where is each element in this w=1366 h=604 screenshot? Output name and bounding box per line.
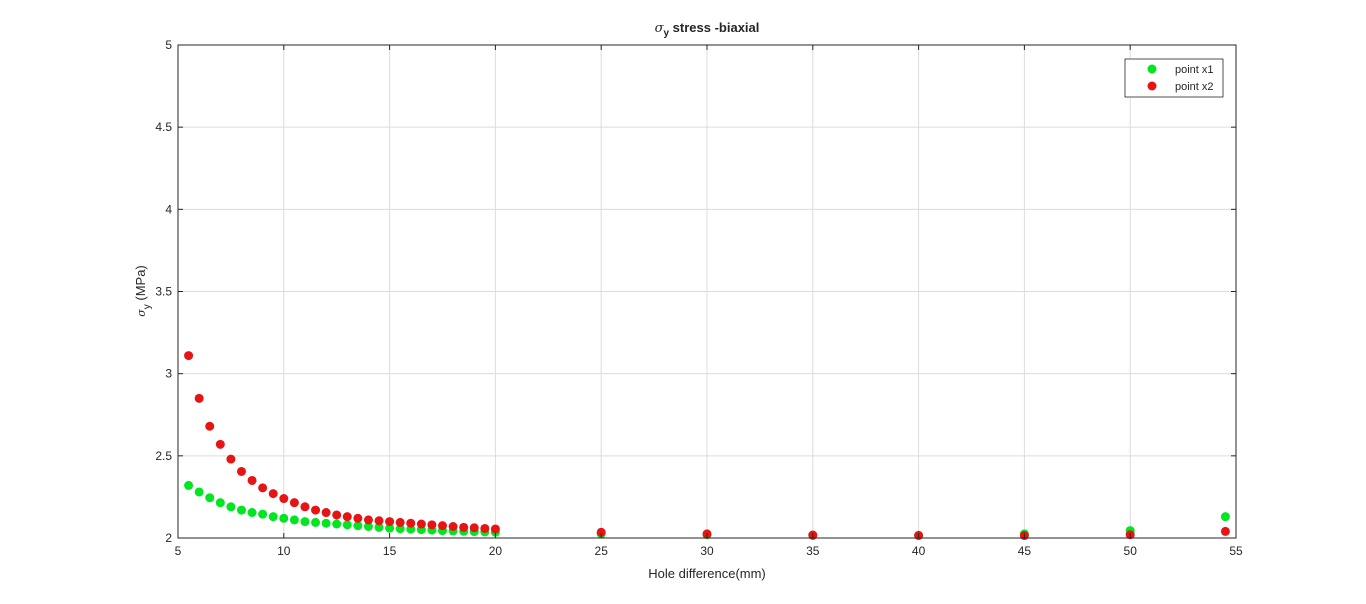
data-point-point-x1 xyxy=(268,512,278,522)
y-tick-label: 2.5 xyxy=(155,449,172,463)
ylabel-subscript: y xyxy=(142,304,153,309)
data-point-point-x2 xyxy=(416,519,426,529)
y-tick-label: 2 xyxy=(165,531,172,545)
data-point-point-x1 xyxy=(184,480,194,490)
legend-marker-point-x1 xyxy=(1147,64,1157,74)
data-point-point-x2 xyxy=(332,510,342,520)
ylabel-rest: (MPa) xyxy=(133,265,148,304)
data-point-point-x2 xyxy=(385,517,395,527)
data-point-point-x2 xyxy=(395,517,405,527)
data-point-point-x2 xyxy=(289,498,299,508)
data-point-point-x2 xyxy=(427,520,437,530)
data-point-point-x1 xyxy=(363,521,373,531)
data-point-point-x2 xyxy=(311,505,321,515)
legend-label-point-x1: point x1 xyxy=(1175,64,1214,76)
x-tick-label: 5 xyxy=(175,544,182,558)
x-axis-label: Hole difference(mm) xyxy=(648,566,766,581)
data-point-point-x1 xyxy=(1220,512,1230,522)
data-point-point-x2 xyxy=(215,439,225,449)
data-point-point-x1 xyxy=(247,508,257,518)
data-point-point-x2 xyxy=(279,494,289,504)
data-point-point-x2 xyxy=(438,521,447,531)
data-point-point-x1 xyxy=(236,505,246,515)
data-point-point-x1 xyxy=(279,513,289,523)
data-point-point-x2 xyxy=(490,524,500,534)
legend-box xyxy=(1124,58,1224,98)
data-point-point-x1 xyxy=(321,518,331,528)
data-point-point-x2 xyxy=(247,475,257,485)
data-point-point-x2 xyxy=(480,523,490,533)
data-point-point-x1 xyxy=(353,521,363,531)
y-tick-label: 3.5 xyxy=(155,285,172,299)
legend-label-point-x2: point x2 xyxy=(1175,81,1214,93)
x-tick-label: 40 xyxy=(912,544,926,558)
data-point-point-x2 xyxy=(226,454,236,464)
x-tick-label: 45 xyxy=(1018,544,1032,558)
y-tick-label: 5 xyxy=(165,38,172,52)
data-point-point-x1 xyxy=(395,524,405,534)
title-symbol: σ xyxy=(655,21,665,36)
x-tick-labels: 5 10 15 20 25 30 35 40 45 50 55 xyxy=(175,544,1243,558)
data-point-point-x2 xyxy=(353,513,363,523)
y-tick-labels: 2 2.5 3 3.5 4 4.5 5 xyxy=(155,38,172,545)
data-point-point-x1 xyxy=(342,520,352,530)
x-tick-label: 15 xyxy=(383,544,397,558)
data-point-point-x1 xyxy=(311,517,321,527)
data-point-point-x2 xyxy=(363,515,373,525)
legend: point x1 point x2 xyxy=(1124,58,1224,98)
data-point-point-x1 xyxy=(374,522,384,532)
data-point-point-x2 xyxy=(258,483,268,493)
y-tick-label: 4.5 xyxy=(155,120,172,134)
x-tick-label: 35 xyxy=(806,544,820,558)
data-point-point-x2 xyxy=(268,489,278,499)
data-point-point-x2 xyxy=(459,522,469,532)
data-point-point-x1 xyxy=(215,498,225,508)
data-point-point-x2 xyxy=(321,508,331,518)
x-tick-label: 10 xyxy=(277,544,291,558)
title-rest: stress -biaxial xyxy=(669,20,759,35)
data-point-point-x1 xyxy=(385,523,395,533)
tick-marks xyxy=(177,44,1237,539)
data-point-point-x2 xyxy=(1220,526,1230,536)
y-tick-label: 4 xyxy=(165,202,172,216)
data-point-point-x2 xyxy=(194,393,204,403)
data-point-point-x2 xyxy=(469,523,479,533)
data-point-point-x1 xyxy=(226,502,236,512)
data-point-point-x2 xyxy=(205,421,215,431)
data-point-point-x1 xyxy=(194,487,204,497)
data-point-point-x2 xyxy=(448,521,458,531)
y-tick-label: 3 xyxy=(165,367,172,381)
data-point-point-x2 xyxy=(236,466,246,476)
data-point-point-x1 xyxy=(300,517,310,527)
data-point-point-x2 xyxy=(342,512,352,522)
y-axis-label: σy (MPa) xyxy=(133,265,153,317)
title-subscript: y xyxy=(663,28,669,39)
x-tick-label: 50 xyxy=(1124,544,1138,558)
data-point-point-x2 xyxy=(300,502,310,512)
data-point-point-x1 xyxy=(258,509,268,519)
data-point-point-x2 xyxy=(406,518,416,528)
legend-marker-point-x2 xyxy=(1147,81,1157,91)
chart-title: σy stress -biaxial xyxy=(655,20,760,39)
data-point-point-x1 xyxy=(332,519,342,529)
data-point-point-x1 xyxy=(289,515,299,525)
x-tick-label: 25 xyxy=(595,544,609,558)
data-point-point-x2 xyxy=(374,516,384,526)
x-tick-label: 30 xyxy=(700,544,714,558)
data-point-point-x1 xyxy=(205,493,215,503)
x-tick-label: 55 xyxy=(1229,544,1243,558)
ylabel-symbol: σ xyxy=(135,309,148,317)
x-tick-label: 20 xyxy=(489,544,503,558)
data-point-point-x2 xyxy=(596,527,606,537)
data-point-point-x2 xyxy=(184,351,194,361)
